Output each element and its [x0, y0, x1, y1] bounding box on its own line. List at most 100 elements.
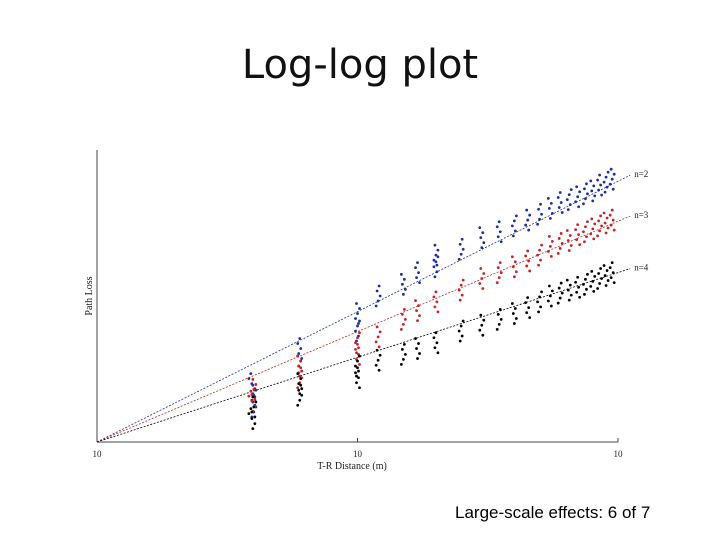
data-point	[378, 294, 382, 298]
data-point	[550, 212, 554, 215]
data-point	[540, 243, 543, 247]
data-point	[550, 239, 554, 243]
data-point	[592, 290, 596, 293]
data-point	[354, 329, 357, 333]
data-point	[374, 304, 378, 308]
data-point	[599, 183, 603, 187]
data-point	[297, 364, 301, 368]
data-point	[586, 220, 589, 224]
data-point	[538, 295, 541, 299]
data-point	[576, 275, 580, 279]
data-point	[589, 285, 593, 288]
data-point	[603, 190, 607, 194]
data-point	[612, 172, 616, 176]
data-point	[251, 383, 255, 387]
data-point	[377, 368, 381, 372]
data-point	[592, 237, 596, 241]
data-point	[527, 228, 531, 232]
data-point	[597, 188, 601, 192]
data-point	[513, 229, 517, 233]
data-point	[495, 281, 499, 285]
data-point	[598, 282, 602, 285]
data-point	[459, 324, 463, 328]
data-point	[299, 359, 303, 363]
data-point	[547, 234, 551, 238]
data-point	[377, 284, 381, 288]
data-point	[481, 287, 485, 290]
data-point	[357, 376, 360, 380]
data-point	[298, 374, 302, 378]
data-point	[480, 246, 484, 250]
data-point	[250, 399, 254, 403]
data-point	[253, 422, 257, 426]
data-point	[546, 299, 550, 303]
data-point	[251, 395, 255, 399]
data-point	[461, 278, 465, 282]
fit-line-2	[96, 215, 631, 443]
data-point	[536, 253, 539, 257]
data-point	[378, 330, 382, 334]
data-point	[250, 393, 254, 396]
data-point	[610, 261, 614, 265]
data-point	[399, 272, 403, 276]
data-point	[434, 331, 438, 335]
series-label: n=4	[634, 263, 649, 273]
data-point	[300, 369, 304, 373]
data-point	[299, 377, 303, 380]
slide-footer: Large-scale effects: 6 of 7	[455, 503, 651, 522]
data-point	[591, 227, 595, 231]
data-point	[606, 226, 610, 230]
data-point	[611, 187, 615, 191]
data-point	[602, 180, 606, 184]
data-point	[592, 184, 596, 188]
data-point	[596, 178, 600, 182]
data-point	[297, 388, 301, 392]
data-point	[537, 310, 540, 314]
data-point	[358, 307, 361, 310]
data-point	[358, 354, 361, 358]
data-point	[495, 327, 499, 331]
data-point	[510, 255, 514, 259]
data-point	[400, 282, 404, 286]
data-point	[498, 307, 502, 311]
data-point	[460, 237, 464, 241]
x-tick-label: 10	[614, 449, 624, 459]
data-point	[609, 223, 613, 227]
data-point	[558, 296, 562, 300]
data-point	[608, 266, 612, 270]
data-point	[399, 327, 403, 331]
data-point	[574, 200, 578, 204]
data-point	[374, 340, 378, 344]
data-point	[300, 393, 304, 397]
data-point	[538, 248, 541, 252]
data-point	[417, 342, 420, 345]
data-point	[513, 260, 517, 264]
data-point	[300, 357, 304, 360]
data-point	[567, 298, 571, 302]
data-point	[495, 225, 499, 229]
data-point	[586, 192, 589, 196]
data-point	[296, 386, 300, 390]
data-point	[528, 269, 532, 273]
data-point	[589, 179, 593, 183]
data-point	[356, 312, 359, 315]
data-point	[524, 301, 528, 305]
data-point	[589, 232, 593, 236]
data-point	[436, 248, 440, 252]
data-point	[479, 313, 483, 317]
data-point	[457, 288, 461, 292]
data-point	[600, 277, 604, 280]
data-point	[401, 292, 405, 296]
data-point	[254, 400, 258, 404]
data-point	[546, 249, 550, 253]
data-point	[557, 206, 561, 209]
data-point	[416, 319, 419, 322]
data-point	[547, 207, 551, 210]
data-point	[433, 275, 437, 279]
data-point	[479, 236, 483, 240]
data-point	[497, 276, 501, 280]
data-point	[548, 244, 552, 248]
data-point	[247, 412, 251, 416]
data-point	[605, 185, 609, 189]
